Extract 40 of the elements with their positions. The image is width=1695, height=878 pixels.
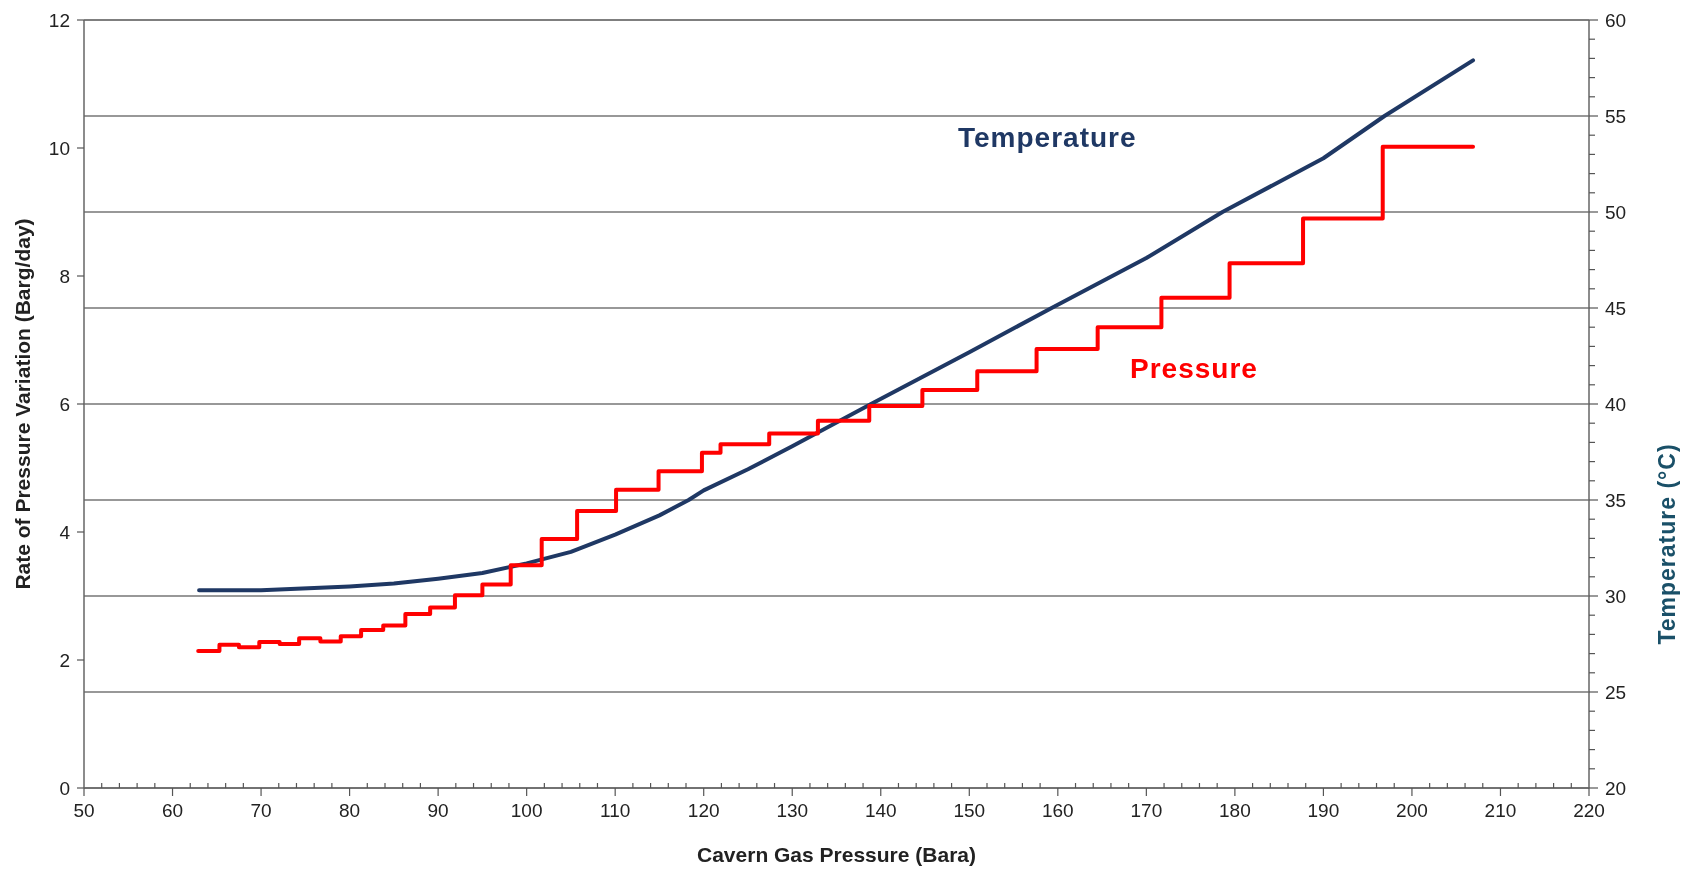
y-tick-label: 6 — [59, 394, 70, 415]
line-series — [197, 58, 1476, 593]
y2-tick-label: 45 — [1605, 298, 1627, 319]
y2-tick-label: 35 — [1605, 490, 1627, 511]
y2-tick-label: 55 — [1605, 106, 1627, 127]
x-tick-label: 60 — [161, 800, 184, 821]
y2-axis-title: Temperature (°C) — [1654, 443, 1680, 645]
y-tick-label: 8 — [59, 266, 70, 287]
text: Temperature — [958, 122, 1137, 153]
x-tick-label: 130 — [776, 800, 809, 821]
y2-tick-label: 50 — [1605, 202, 1627, 223]
y-tick-label: 12 — [48, 10, 70, 31]
x-tick-label: 80 — [339, 800, 361, 821]
y-tick-label: 10 — [48, 138, 70, 159]
x-tick-label: 180 — [1219, 800, 1251, 821]
x-tick-label: 100 — [510, 800, 543, 821]
x-tick-label: 170 — [1130, 800, 1163, 821]
x-tick-label: 120 — [687, 800, 720, 821]
y-axis-title: Rate of Pressure Variation (Barg/day) — [11, 218, 34, 590]
y2-tick-label: 40 — [1605, 394, 1627, 415]
x-axis-title: Cavern Gas Pressure (Bara) — [697, 843, 976, 866]
x-tick-label: 200 — [1396, 800, 1428, 821]
y-tick-label: 0 — [59, 778, 70, 799]
x-tick-label: 140 — [864, 800, 897, 821]
x-tick-label: 110 — [600, 800, 631, 821]
x-tick-label: 90 — [427, 800, 449, 821]
y-tick-label: 4 — [59, 522, 71, 543]
y2-tick-label: 60 — [1605, 10, 1627, 31]
x-tick-label: 190 — [1307, 800, 1340, 821]
x-tick-label: 150 — [953, 800, 986, 821]
x-tick-label: 210 — [1484, 800, 1517, 821]
y-tick-label: 2 — [59, 650, 70, 671]
series-label: Pressure — [1130, 353, 1258, 384]
x-tick-label: 50 — [73, 800, 95, 821]
y2-tick-label: 25 — [1605, 682, 1627, 703]
x-tick-label: 70 — [250, 800, 272, 821]
y2-tick-label: 30 — [1605, 586, 1627, 607]
x-tick-label: 220 — [1573, 800, 1605, 821]
x-tick-label: 160 — [1041, 800, 1074, 821]
y2-tick-label: 20 — [1605, 778, 1627, 799]
